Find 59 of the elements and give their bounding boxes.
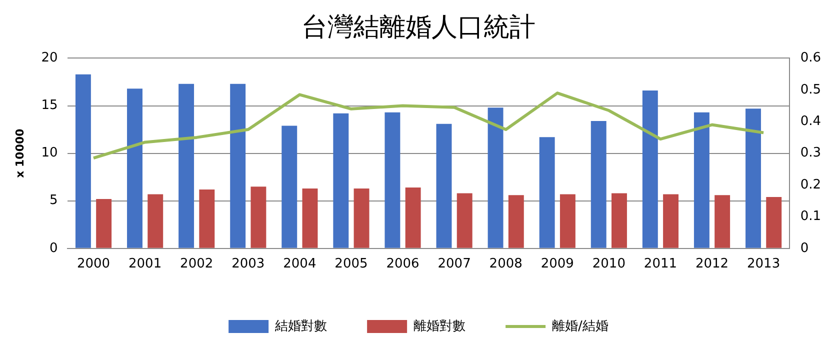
bar [178, 84, 194, 248]
bar [230, 84, 246, 248]
x-tick-label: 2000 [76, 256, 110, 272]
y-axis-title: x 10000 [13, 128, 26, 178]
x-tick-label: 2001 [128, 256, 162, 272]
x-tick-label: 2005 [334, 256, 368, 272]
legend-label: 離婚/結婚 [552, 318, 608, 334]
bar [456, 193, 472, 248]
bar [560, 194, 576, 248]
x-tick-label: 2011 [644, 256, 678, 272]
bar [539, 137, 555, 248]
y-tick-label: 5 [49, 193, 58, 208]
x-tick-label: 2007 [438, 256, 471, 272]
bar [590, 120, 606, 248]
x-tick-label: 2008 [489, 256, 522, 272]
x-tick-label: 2010 [592, 256, 626, 272]
bar [199, 189, 215, 248]
y2-tick-label: 0.2 [800, 177, 822, 192]
bar [766, 197, 782, 248]
bar [127, 88, 142, 248]
bar [282, 126, 298, 248]
bar [333, 113, 349, 248]
y-tick-label: 10 [41, 146, 58, 161]
x-tick-label: 2002 [180, 256, 214, 272]
y2-tick-label: 0.3 [800, 146, 822, 161]
bar [384, 112, 400, 248]
bar [354, 188, 370, 248]
bar [612, 193, 627, 248]
bar [694, 112, 710, 248]
legend-label: 結婚對數 [274, 318, 328, 334]
bar [746, 108, 761, 248]
y2-tick-label: 0.6 [800, 50, 822, 66]
bar [302, 188, 318, 248]
bar [436, 124, 452, 248]
bar [148, 194, 164, 248]
x-tick-label: 2006 [386, 256, 420, 272]
y2-tick-label: 0 [800, 240, 809, 256]
y2-tick-label: 0.4 [800, 114, 822, 129]
bar [663, 194, 679, 248]
x-tick-label: 2012 [695, 256, 729, 272]
y-tick-label: 15 [41, 98, 58, 114]
bar [508, 195, 524, 248]
y2-tick-label: 0.1 [800, 209, 822, 224]
legend-label: 離婚對數 [414, 318, 466, 334]
bar [250, 186, 266, 248]
x-tick-label: 2003 [232, 256, 265, 272]
chart-title: 台灣結離婚人口統計 [302, 12, 536, 42]
x-tick-label: 2013 [747, 256, 780, 272]
bar [75, 74, 91, 248]
x-tick-label: 2004 [283, 256, 316, 272]
y-tick-label: 20 [41, 50, 58, 66]
bar [488, 108, 504, 248]
bar [96, 198, 112, 248]
y-tick-label: 0 [49, 240, 58, 256]
x-tick-label: 2009 [540, 256, 574, 272]
bar [405, 188, 421, 248]
y2-tick-label: 0.5 [800, 82, 822, 98]
bar [714, 195, 730, 248]
bar [642, 90, 658, 248]
